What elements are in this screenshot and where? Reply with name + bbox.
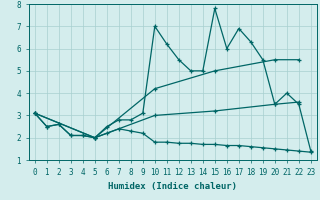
X-axis label: Humidex (Indice chaleur): Humidex (Indice chaleur) <box>108 182 237 191</box>
